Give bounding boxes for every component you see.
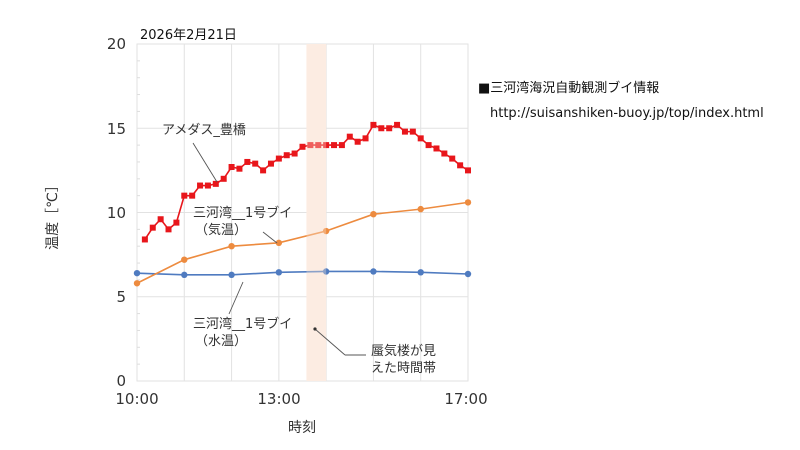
data-point-marker	[362, 135, 369, 142]
amedas-leader-line	[192, 142, 218, 183]
data-point-marker	[441, 150, 448, 157]
annotation-air-temp-line1: 三河湾__1号ブイ	[193, 206, 293, 221]
data-point-marker	[275, 239, 283, 247]
y-tick-0: 0	[116, 372, 126, 390]
data-point-marker	[315, 142, 322, 149]
x-tick-1000: 10:00	[115, 390, 159, 408]
data-point-marker	[228, 271, 235, 279]
data-point-marker	[181, 271, 188, 279]
data-point-marker	[425, 142, 432, 149]
data-point-marker	[197, 182, 204, 189]
data-point-marker	[252, 160, 259, 167]
annotation-water-temp: 三河湾__1号ブイ （水温）	[193, 316, 292, 350]
data-point-marker	[401, 128, 408, 135]
data-point-marker	[409, 128, 416, 135]
data-point-marker	[378, 125, 385, 132]
buoy-info-title: ■三河湾海況自動観測ブイ情報	[478, 81, 660, 96]
data-point-marker	[322, 227, 330, 235]
annotation-mirage-line2: えた時間帯	[371, 361, 437, 376]
data-point-marker	[181, 192, 188, 199]
data-point-marker	[267, 160, 274, 167]
data-point-marker	[307, 142, 314, 149]
x-axis-label: 時刻	[288, 420, 316, 436]
data-point-marker	[346, 133, 353, 140]
data-point-marker	[386, 125, 393, 132]
data-point-marker	[299, 143, 306, 150]
data-point-marker	[322, 268, 330, 275]
y-tick-20: 20	[106, 35, 126, 53]
data-point-marker	[464, 199, 472, 206]
data-point-marker	[370, 268, 377, 275]
y-tick-5: 5	[116, 288, 126, 306]
annotation-water-temp-line2: （水温）	[195, 334, 248, 349]
data-point-marker	[228, 243, 235, 250]
data-point-marker	[141, 236, 148, 243]
y-tick-15: 15	[106, 120, 126, 138]
data-point-marker	[275, 155, 282, 162]
data-point-marker	[370, 121, 377, 128]
data-point-marker	[449, 155, 456, 162]
data-point-marker	[394, 121, 401, 128]
data-point-marker	[323, 142, 330, 149]
data-point-marker	[181, 256, 188, 263]
mirage-leader-line	[314, 328, 346, 356]
data-point-marker	[204, 182, 211, 189]
y-tick-10: 10	[106, 204, 126, 222]
data-point-marker	[260, 167, 267, 174]
data-point-marker	[283, 152, 290, 159]
mirage-highlight-band	[306, 44, 327, 381]
data-point-marker	[189, 192, 196, 199]
data-point-marker	[417, 135, 424, 142]
data-point-marker	[370, 210, 377, 218]
buoy-air-temp-series	[136, 201, 469, 284]
data-point-marker	[149, 224, 156, 231]
annotation-mirage: 蜃気楼が見 えた時間帯	[371, 343, 436, 377]
data-point-marker	[457, 162, 464, 169]
data-point-marker	[275, 269, 283, 276]
data-point-marker	[417, 205, 424, 213]
data-point-marker	[244, 158, 251, 165]
data-point-marker	[133, 280, 141, 287]
mirage-highlight-overlay	[306, 44, 327, 381]
data-point-marker	[212, 180, 219, 187]
annotation-air-temp-line2: （気温）	[195, 223, 248, 238]
data-point-marker	[291, 150, 298, 157]
annotation-water-temp-line1: 三河湾__1号ブイ	[193, 317, 293, 332]
air-temp-leader-line	[262, 231, 278, 244]
data-point-marker	[354, 138, 361, 145]
annotation-mirage-line1: 蜃気楼が見	[371, 344, 437, 359]
water-temp-leader-line	[228, 281, 244, 315]
annotation-air-temp: 三河湾__1号ブイ （気温）	[193, 205, 292, 239]
buoy-info-url[interactable]: http://suisanshiken-buoy.jp/top/index.ht…	[490, 106, 764, 121]
y-axis-label: 温度［℃］	[45, 178, 61, 250]
data-point-marker	[157, 216, 164, 223]
data-point-marker	[173, 219, 180, 226]
chart-date-title: 2026年2月21日	[140, 28, 237, 43]
data-point-marker	[133, 269, 141, 277]
data-point-marker	[464, 270, 472, 278]
data-point-marker	[220, 175, 227, 182]
data-point-marker	[165, 226, 172, 233]
annotation-amedas: アメダス_豊橋	[162, 123, 246, 138]
data-point-marker	[417, 269, 424, 276]
data-point-marker	[433, 145, 440, 152]
data-point-marker	[338, 142, 345, 149]
data-point-marker	[331, 142, 338, 149]
data-point-marker	[236, 165, 243, 172]
x-tick-1300: 13:00	[257, 390, 301, 408]
mirage-leader-dot	[313, 327, 317, 331]
data-point-marker	[465, 167, 471, 174]
x-tick-1700: 17:00	[444, 390, 488, 408]
data-point-marker	[228, 164, 235, 171]
buoy-water-temp-series	[136, 270, 469, 276]
